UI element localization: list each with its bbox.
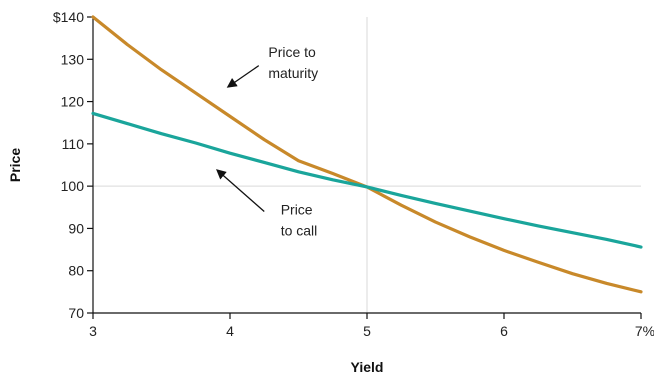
x-axis-title: Yield	[351, 359, 384, 375]
annotation-text-maturity: maturity	[268, 65, 318, 81]
y-tick-label: 90	[68, 220, 84, 236]
y-axis-title: Price	[7, 148, 23, 182]
annotation-arrow-maturity	[226, 65, 260, 88]
x-tick-label: 5	[363, 323, 371, 339]
y-axis-ticks: 70 80 90 100 110 120 130 $140	[53, 9, 93, 321]
y-tick-label: 100	[61, 178, 85, 194]
y-tick-label: 70	[68, 305, 84, 321]
x-tick-label: 3	[89, 323, 97, 339]
x-tick-label: 4	[226, 323, 234, 339]
x-tick-label: 6	[500, 323, 508, 339]
annotation-arrow-call	[216, 169, 265, 213]
y-tick-label: $140	[53, 9, 84, 25]
x-tick-label: 7%	[635, 323, 654, 339]
annotation-text-call: to call	[281, 222, 318, 238]
annotation-text-maturity: Price to	[268, 44, 316, 60]
annotations: Price to maturity Price to call	[216, 44, 318, 238]
x-axis-ticks: 3 4 5 6 7%	[89, 313, 654, 339]
annotation-text-call: Price	[281, 201, 313, 217]
series-line-call	[91, 111, 643, 249]
y-tick-label: 130	[61, 51, 85, 67]
y-tick-label: 110	[62, 136, 85, 152]
y-tick-label: 120	[61, 94, 85, 110]
series-lines	[91, 15, 643, 294]
y-tick-label: 80	[68, 263, 84, 279]
